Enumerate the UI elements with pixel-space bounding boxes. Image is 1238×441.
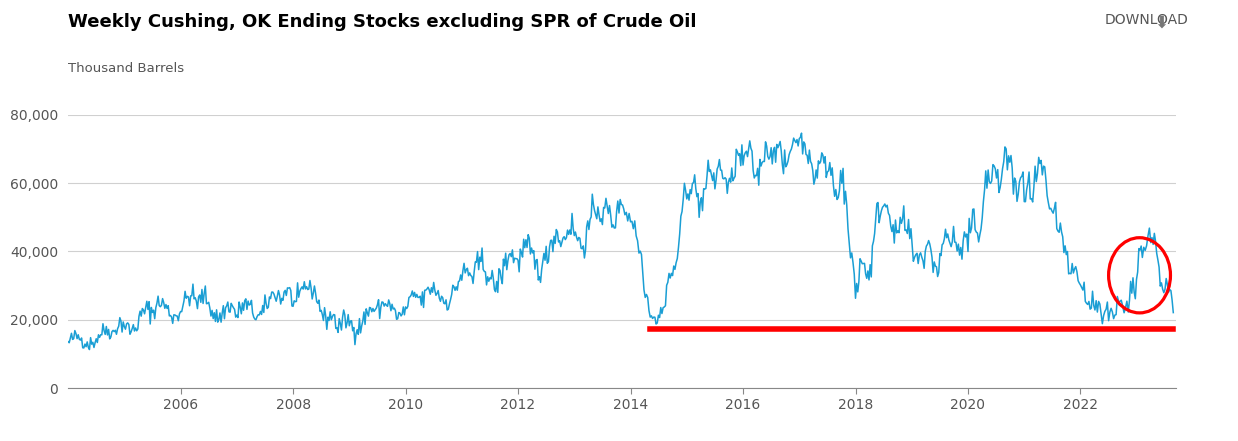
Text: DOWNLOAD: DOWNLOAD [1104, 13, 1188, 27]
Text: Thousand Barrels: Thousand Barrels [68, 62, 184, 75]
Text: ⬇: ⬇ [1154, 13, 1167, 31]
Text: Weekly Cushing, OK Ending Stocks excluding SPR of Crude Oil: Weekly Cushing, OK Ending Stocks excludi… [68, 13, 697, 31]
